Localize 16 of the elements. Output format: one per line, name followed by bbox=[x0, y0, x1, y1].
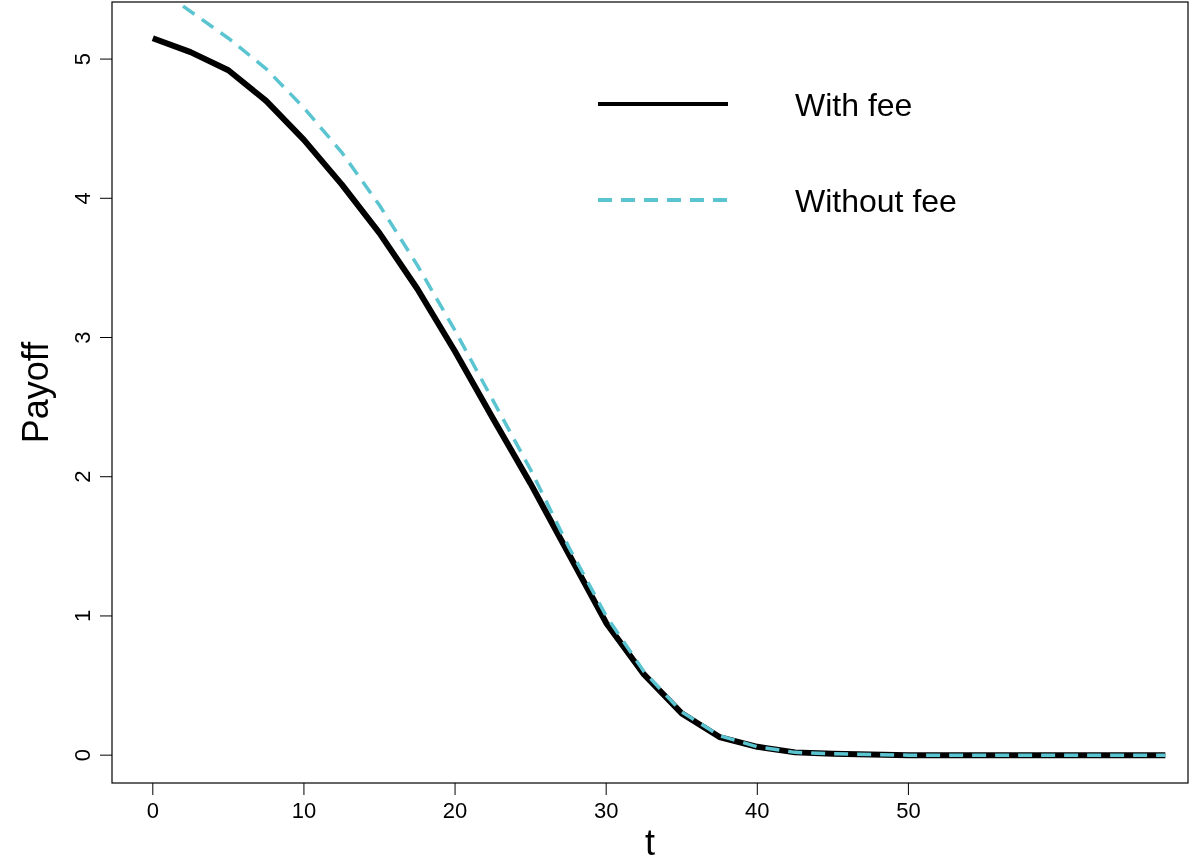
y-tick-label: 2 bbox=[70, 470, 95, 483]
y-tick-label: 1 bbox=[70, 609, 95, 623]
y-tick-label: 3 bbox=[70, 331, 95, 344]
y-tick-label: 0 bbox=[70, 749, 95, 762]
x-tick-label: 40 bbox=[745, 798, 770, 823]
x-tick-label: 20 bbox=[442, 798, 468, 823]
legend-label: Without fee bbox=[795, 183, 957, 219]
y-axis-title: Payoff bbox=[15, 340, 56, 444]
x-tick-label: 0 bbox=[146, 798, 159, 823]
x-tick-label: 50 bbox=[896, 798, 921, 823]
legend-label: With fee bbox=[795, 87, 913, 123]
x-axis-title: t bbox=[644, 822, 656, 859]
x-tick-label: 30 bbox=[593, 798, 619, 823]
y-tick-label: 5 bbox=[70, 52, 95, 66]
x-tick-label: 10 bbox=[291, 798, 317, 823]
y-tick-label: 4 bbox=[70, 192, 95, 205]
